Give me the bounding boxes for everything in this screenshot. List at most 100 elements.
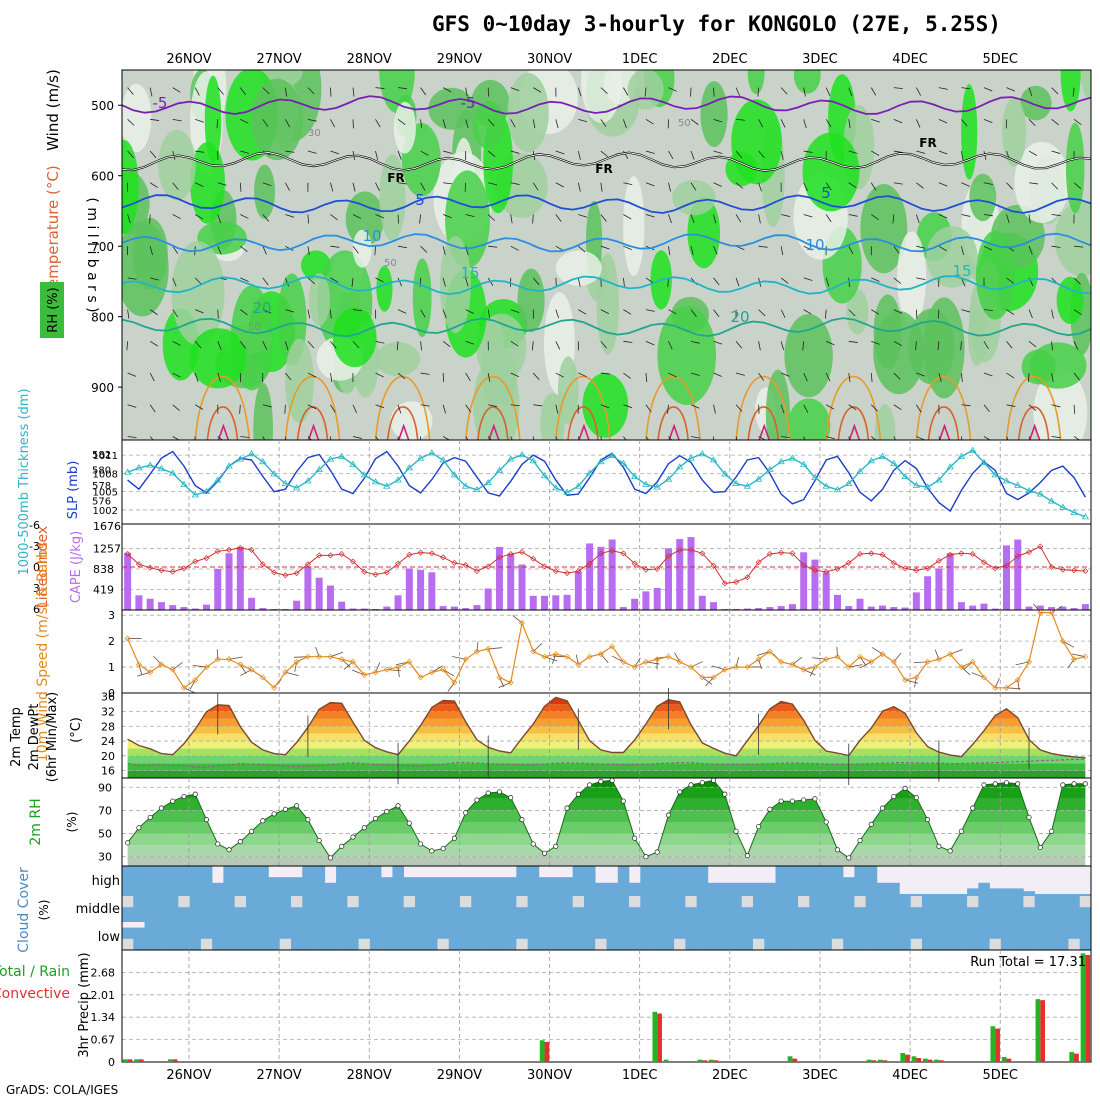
- wind-barb: [330, 245, 340, 248]
- cape-bar: [529, 595, 537, 610]
- cloud-low-bar: [854, 922, 866, 950]
- wind-barb: [330, 150, 340, 155]
- rh-legend-swatch: [40, 282, 64, 338]
- wind-barb: [713, 182, 722, 187]
- thickness-marker: [991, 471, 999, 478]
- wind-speed-marker: [158, 661, 165, 668]
- cloud-gap: [234, 896, 246, 908]
- cloud-high-bar: [730, 882, 743, 894]
- wind-barb: [375, 436, 379, 440]
- wind-speed-marker: [406, 658, 413, 665]
- wind-barb: [375, 87, 385, 89]
- cloud-high-bar: [516, 866, 528, 894]
- wind-barb: [690, 119, 699, 125]
- wind-barb: [713, 87, 715, 97]
- wind-barb: [510, 245, 519, 251]
- wind-barb: [735, 436, 738, 440]
- rh-marker: [564, 805, 570, 811]
- wind-barb: [442, 436, 451, 440]
- thickness-marker: [698, 450, 706, 457]
- wind-barb: [893, 372, 901, 380]
- pressure-tick-label: 700: [91, 240, 114, 254]
- wind-barb-10m: [476, 641, 479, 652]
- cloud-low-bar: [685, 922, 697, 950]
- cloud-middle-bar: [1057, 894, 1069, 922]
- thickness-marker: [1059, 503, 1067, 510]
- wind-barb: [375, 182, 380, 192]
- li-marker: [868, 550, 875, 557]
- temp-tick-label: 28: [101, 720, 115, 733]
- cape-bar: [1059, 606, 1067, 610]
- rh-marker: [767, 806, 773, 812]
- wind-barb: [397, 372, 406, 380]
- wind-barb: [374, 246, 376, 256]
- wind-barb: [240, 214, 249, 219]
- thickness-marker: [597, 457, 605, 465]
- cloud-high-bar: [527, 866, 540, 894]
- cloud-low-bar: [651, 922, 664, 950]
- cloud-low-bar: [888, 922, 900, 950]
- cloud-high-bar: [640, 866, 652, 894]
- cloud-low-bar: [358, 922, 371, 950]
- wind-barb: [442, 214, 452, 219]
- cloud-low-bar: [865, 922, 878, 950]
- wind-barb: [645, 214, 655, 218]
- wind-barb: [465, 340, 475, 345]
- wind-barb: [194, 436, 196, 440]
- wind-barb: [623, 309, 632, 315]
- cloud-middle-bar: [674, 894, 686, 922]
- cloud-middle-bar: [223, 894, 235, 922]
- slp-tick-label: 1008: [93, 469, 118, 480]
- wind-barb: [893, 340, 902, 346]
- wind-speed-marker: [800, 666, 807, 673]
- wind-barb: [1028, 309, 1033, 319]
- cloud-middle-bar: [268, 894, 281, 922]
- thickness-marker: [315, 465, 323, 473]
- rh-marker: [620, 798, 626, 804]
- wind-barb: [284, 87, 288, 97]
- cloud-middle-bar: [347, 894, 359, 922]
- cape-bar: [833, 594, 841, 610]
- wind-speed-marker: [248, 666, 255, 673]
- wind-barb: [893, 118, 903, 124]
- thickness-marker: [799, 460, 808, 467]
- wind-speed-marker: [699, 674, 706, 681]
- wind-speed-marker: [169, 666, 176, 673]
- rh-patch: [765, 369, 790, 440]
- rh-patch: [557, 356, 579, 425]
- cloud-high-bar: [392, 866, 404, 894]
- wind-barb: [871, 277, 880, 282]
- date-label-bottom: 3DEC: [802, 1068, 838, 1083]
- wind-barb: [600, 404, 610, 409]
- thickness-marker: [585, 469, 594, 476]
- wind-speed-marker: [755, 656, 762, 663]
- cape-bar: [755, 608, 763, 610]
- rh-marker: [970, 805, 976, 811]
- rain-bar: [697, 1059, 703, 1062]
- wind-barb: [713, 340, 723, 345]
- precip-tick-label: 0.67: [91, 1034, 116, 1047]
- cloud-middle-bar: [944, 894, 957, 922]
- wind-barb: [961, 404, 971, 407]
- cloud-middle-bar: [381, 894, 393, 922]
- wind-barb: [217, 182, 227, 186]
- wind-barb: [1006, 87, 1015, 92]
- wind-barb: [1072, 87, 1075, 97]
- wind-barb: [623, 277, 625, 287]
- thickness-marker: [292, 484, 301, 491]
- isotherm-35: [1028, 423, 1041, 440]
- cloud-low-bar: [347, 922, 359, 950]
- wind-barb: [780, 341, 785, 351]
- cape-bar: [935, 568, 943, 610]
- rh-patch: [1056, 276, 1084, 324]
- wind-barb: [1051, 341, 1053, 351]
- wind-barb: [217, 372, 221, 382]
- cloud-gap: [279, 938, 292, 950]
- wind-barb: [239, 182, 242, 192]
- wind-barb: [465, 277, 469, 287]
- cloud-high-bar: [245, 866, 258, 894]
- wind-barb: [938, 214, 948, 219]
- thickness-marker: [518, 450, 526, 458]
- cloud-gap: [989, 938, 1001, 950]
- thickness-marker: [721, 470, 729, 477]
